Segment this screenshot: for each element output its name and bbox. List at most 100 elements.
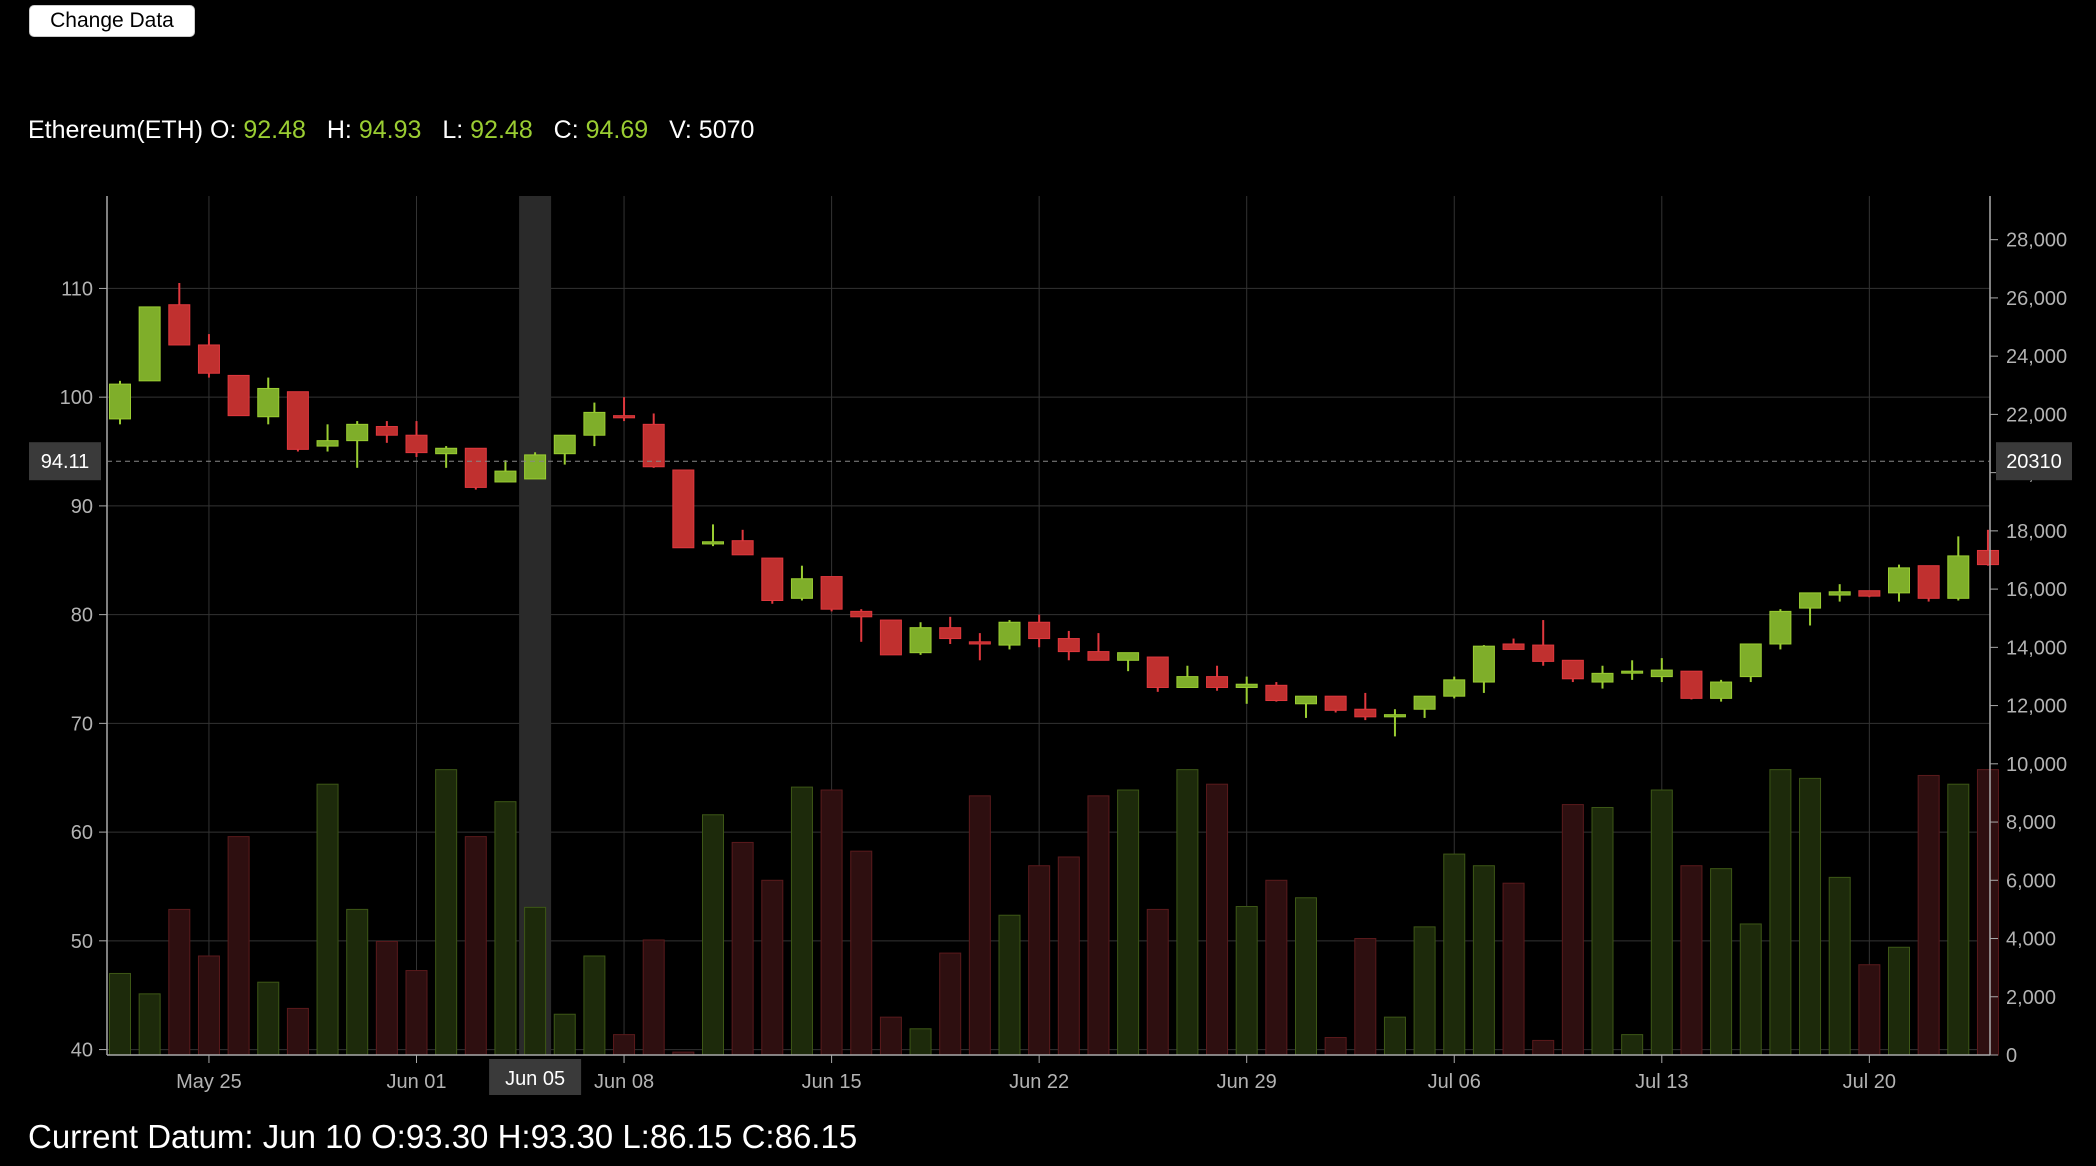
- candle-body[interactable]: [1295, 695, 1317, 705]
- candle-body[interactable]: [1057, 638, 1080, 653]
- volume-bar: [464, 836, 487, 1056]
- volume-bar: [286, 1007, 309, 1056]
- candle-body[interactable]: [1472, 645, 1495, 683]
- candle-body[interactable]: [1769, 610, 1792, 645]
- volume-bar: [1710, 868, 1733, 1056]
- candle-body[interactable]: [1739, 643, 1762, 678]
- candle-body[interactable]: [613, 415, 636, 419]
- candle-body[interactable]: [850, 610, 873, 618]
- volume-bar: [1680, 865, 1703, 1056]
- crosshair-price-tag: [29, 442, 101, 481]
- volume-bar: [909, 1028, 932, 1056]
- volume-bar: [1502, 882, 1525, 1056]
- candle-body[interactable]: [583, 411, 606, 436]
- candle-body[interactable]: [375, 426, 398, 436]
- candle-body[interactable]: [138, 306, 161, 382]
- volume-bar: [1799, 777, 1822, 1056]
- candle-body[interactable]: [1354, 708, 1377, 718]
- candle-body[interactable]: [494, 470, 517, 483]
- candle-body[interactable]: [1799, 592, 1822, 609]
- volume-bar: [1532, 1039, 1555, 1056]
- candle-body[interactable]: [464, 447, 487, 488]
- candle-body[interactable]: [257, 387, 280, 418]
- candle-body[interactable]: [1146, 656, 1169, 688]
- volume-bar: [1206, 783, 1229, 1056]
- volume-bar: [405, 970, 428, 1056]
- candle-body[interactable]: [1028, 621, 1051, 640]
- candle-body[interactable]: [1265, 684, 1288, 702]
- y-left-tick-label: 70: [71, 713, 93, 735]
- x-tick-label: Jul 06: [1428, 1071, 1481, 1093]
- volume-bar: [1235, 905, 1258, 1056]
- volume-bar: [939, 952, 962, 1056]
- candle-body[interactable]: [435, 447, 458, 455]
- volume-bar: [494, 801, 517, 1056]
- candle-body[interactable]: [1591, 672, 1614, 683]
- candle-body[interactable]: [553, 434, 576, 455]
- y-right-tick-label: 24,000: [2006, 346, 2067, 368]
- candle-body[interactable]: [1443, 679, 1466, 697]
- candle-body[interactable]: [702, 541, 724, 545]
- volume-bar: [375, 940, 398, 1056]
- candle-body[interactable]: [968, 641, 991, 645]
- candle-body[interactable]: [1621, 670, 1644, 674]
- candle-body[interactable]: [1176, 676, 1199, 688]
- candle-body[interactable]: [820, 576, 843, 610]
- candle-body[interactable]: [1650, 669, 1673, 678]
- candle-body[interactable]: [1206, 676, 1229, 688]
- close-value: 94.69: [585, 116, 649, 144]
- candle-body[interactable]: [761, 557, 784, 601]
- candle-body[interactable]: [405, 434, 428, 454]
- candle-body[interactable]: [790, 578, 813, 599]
- candle-body[interactable]: [316, 440, 339, 447]
- candle-body[interactable]: [939, 627, 962, 640]
- candle-body[interactable]: [1976, 549, 1999, 566]
- volume-bar: [1561, 804, 1584, 1056]
- volume-bar: [998, 914, 1021, 1056]
- candle-body[interactable]: [1324, 695, 1347, 711]
- candle-body[interactable]: [731, 540, 754, 556]
- candle-body[interactable]: [346, 423, 369, 442]
- crosshair-volume-label: 20310: [2006, 451, 2062, 473]
- candle-body[interactable]: [1917, 565, 1940, 599]
- candle-body[interactable]: [1680, 670, 1703, 699]
- y-right-tick-label: 14,000: [2006, 637, 2067, 659]
- candle-body[interactable]: [1502, 643, 1525, 650]
- candle-body[interactable]: [642, 423, 665, 468]
- candle-body[interactable]: [1947, 555, 1970, 599]
- candle-body[interactable]: [1561, 659, 1584, 680]
- candle-body[interactable]: [998, 621, 1021, 646]
- change-data-button[interactable]: Change Data: [29, 5, 195, 37]
- candle-body[interactable]: [1087, 651, 1110, 661]
- volume-bar: [1828, 876, 1851, 1056]
- volume-bar: [879, 1016, 902, 1056]
- candle-body[interactable]: [879, 619, 902, 656]
- candle-body[interactable]: [1828, 591, 1851, 596]
- candle-body[interactable]: [227, 374, 250, 417]
- candle-body[interactable]: [168, 304, 191, 346]
- x-tick-label: Jul 20: [1843, 1071, 1896, 1093]
- volume-bar: [1383, 1016, 1406, 1056]
- candle-body[interactable]: [109, 383, 131, 420]
- candle-body[interactable]: [1888, 567, 1910, 594]
- candle-body[interactable]: [1383, 714, 1406, 718]
- candle-body[interactable]: [197, 344, 220, 374]
- ohlc-legend: Ethereum(ETH) O: 92.48 H: 94.93 L: 92.48…: [28, 116, 754, 145]
- candle-body[interactable]: [1235, 683, 1258, 688]
- current-datum-readout: Current Datum: Jun 10 O:93.30 H:93.30 L:…: [28, 1118, 858, 1155]
- candle-body[interactable]: [1710, 681, 1733, 699]
- candle-body[interactable]: [1413, 695, 1436, 710]
- volume-bar: [138, 993, 161, 1056]
- volume-bar: [316, 783, 339, 1056]
- candle-body[interactable]: [672, 469, 695, 549]
- volume-bar: [1591, 806, 1614, 1056]
- candle-body[interactable]: [1858, 590, 1881, 597]
- candle-body[interactable]: [1117, 652, 1140, 661]
- candle-body[interactable]: [909, 627, 932, 654]
- low-label: L:: [442, 116, 464, 144]
- candle-body[interactable]: [286, 391, 309, 450]
- open-value: 92.48: [243, 116, 306, 144]
- candle-body[interactable]: [524, 454, 547, 480]
- candle-body[interactable]: [1532, 644, 1555, 662]
